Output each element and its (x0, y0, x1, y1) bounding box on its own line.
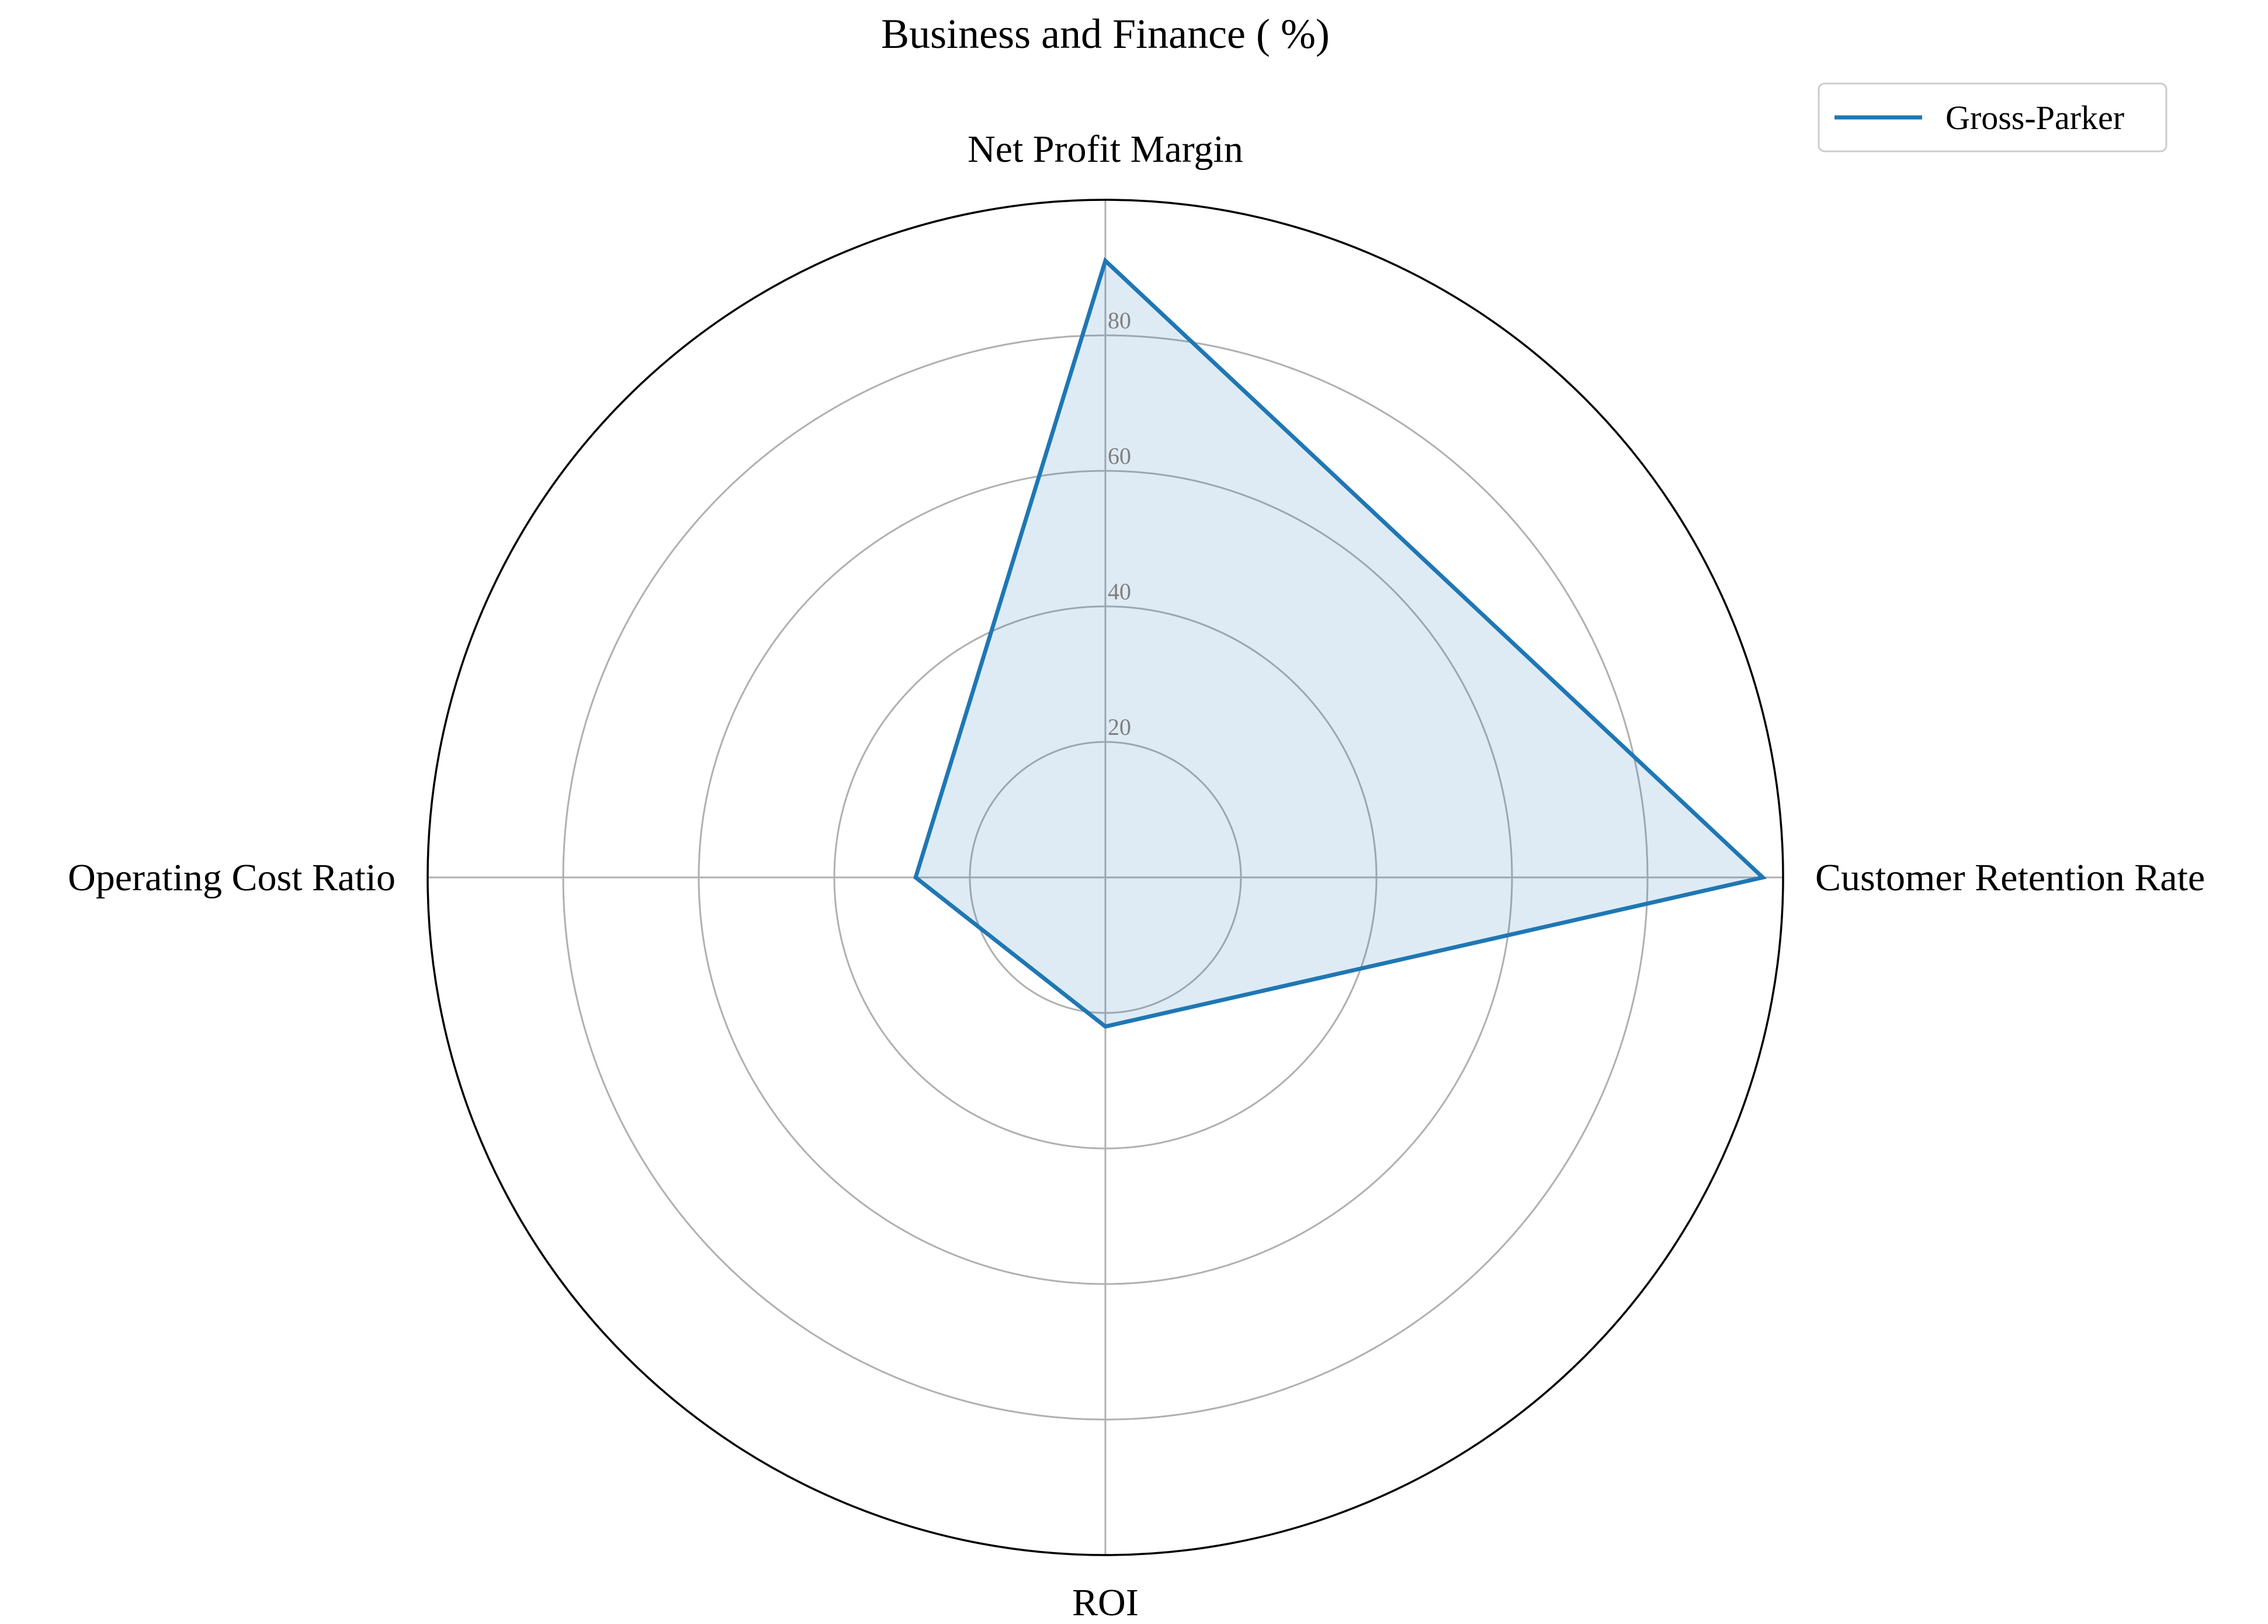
axis-label: Customer Retention Rate (1815, 856, 2205, 899)
grid-ring (698, 470, 1513, 1285)
tick-label-layer: 20 40 60 80 (1108, 307, 1131, 740)
legend-label: Gross-Parker (1946, 99, 2124, 137)
series-polygon (913, 257, 1767, 1029)
radial-tick-label: 80 (1108, 307, 1131, 334)
radial-tick-label: 20 (1108, 714, 1131, 740)
chart-title: Business and Finance ( %) (881, 11, 1330, 57)
radial-tick-label: 60 (1108, 443, 1131, 469)
legend: Gross-Parker (1818, 82, 2168, 152)
grid-ring (562, 334, 1649, 1421)
radial-tick-label: 40 (1108, 578, 1131, 605)
series-layer (913, 257, 1767, 1029)
grid-ring (833, 605, 1378, 1150)
axis-label: Operating Cost Ratio (68, 856, 396, 899)
axis-label: ROI (1072, 1581, 1139, 1621)
legend-entries: Gross-Parker (1834, 99, 2124, 137)
axis-label: Net Profit Margin (967, 128, 1243, 171)
axis-label-layer: Net Profit Margin Customer Retention Rate… (68, 128, 2205, 1624)
legend-box (1818, 82, 2168, 152)
outer-frame (426, 199, 1784, 1556)
grid-layer (426, 199, 1784, 1556)
grid-ring (969, 741, 1242, 1014)
